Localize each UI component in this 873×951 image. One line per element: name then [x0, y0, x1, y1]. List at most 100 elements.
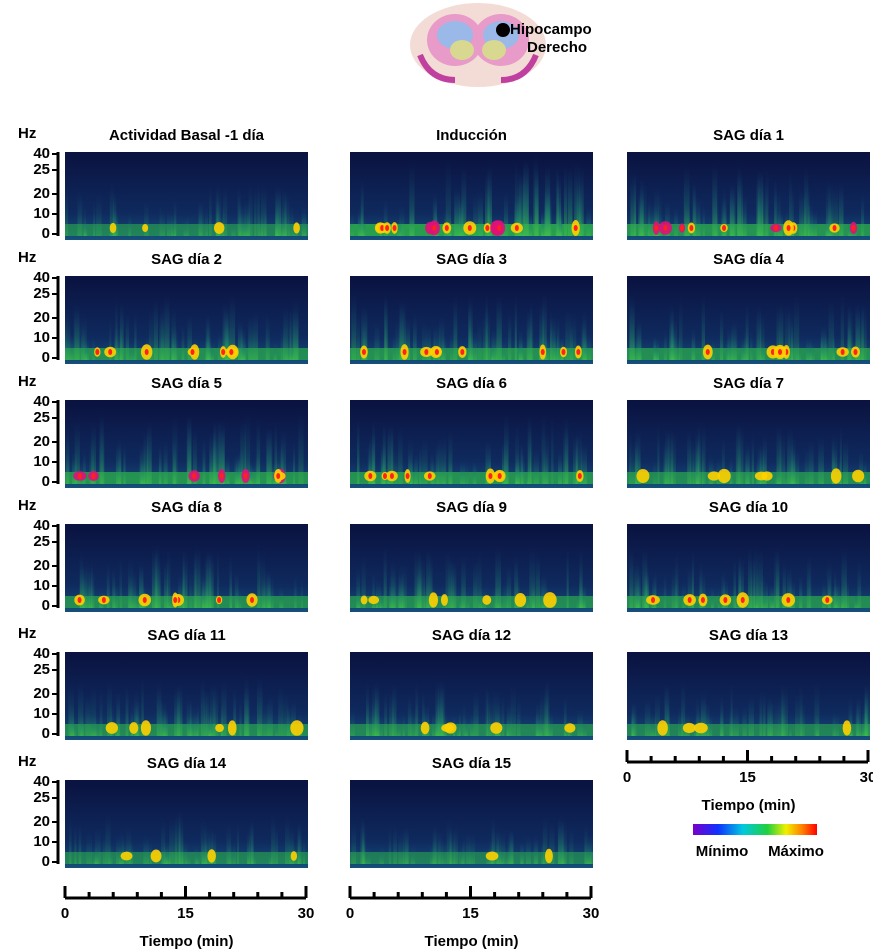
spectrogram-streak — [523, 159, 528, 236]
spectrogram-streak — [91, 559, 93, 608]
spectrogram-hotspot — [485, 225, 489, 231]
spectrogram-hotspot — [192, 473, 196, 479]
spectrogram-hotspot — [368, 596, 379, 604]
spectrogram-streak — [402, 563, 406, 608]
spectrogram-hotspot — [689, 225, 693, 231]
spectrogram-streak — [845, 579, 849, 608]
spectrogram — [65, 152, 308, 240]
spectrogram-streak — [241, 340, 246, 360]
spectrogram-hotspot — [383, 473, 387, 479]
spectrogram-streak — [586, 845, 591, 864]
spectrogram-streak — [478, 588, 482, 608]
spectrogram-streak — [804, 167, 808, 236]
y-unit-label: Hz — [18, 373, 36, 390]
spectrogram-band — [65, 348, 308, 360]
spectrogram-hotspot — [78, 597, 82, 603]
spectrogram-streak — [159, 444, 162, 484]
spectrogram-streak — [541, 840, 545, 864]
spectrogram-streak — [84, 217, 86, 236]
spectrogram-streak — [230, 572, 232, 608]
spectrogram-streak — [778, 696, 781, 736]
spectrogram-streak — [766, 580, 768, 608]
spectrogram-streak — [809, 440, 814, 484]
y-tick-label: 20 — [33, 185, 50, 202]
spectrogram-hotspot — [129, 722, 138, 734]
spectrogram-streak — [162, 210, 165, 236]
spectrogram-hotspot — [78, 473, 82, 479]
spectrogram-hotspot — [488, 473, 492, 479]
spectrogram-streak — [268, 317, 270, 360]
spectrogram-streak — [143, 835, 149, 864]
spectrogram-streak — [384, 546, 387, 608]
spectrogram-streak — [150, 841, 152, 864]
y-unit-label: Hz — [18, 125, 36, 142]
spectrogram-streak — [730, 457, 733, 484]
spectrogram-streak — [519, 330, 522, 360]
spectrogram-streak — [360, 205, 363, 236]
spectrogram-streak — [497, 295, 502, 360]
spectrogram-streak — [843, 439, 848, 484]
x-tick-label: 15 — [462, 905, 479, 922]
spectrogram-streak — [664, 442, 668, 484]
spectrogram-streak — [356, 590, 361, 608]
spectrogram-streak — [582, 582, 586, 608]
spectrogram-streak — [276, 826, 278, 864]
spectrogram-streak — [268, 697, 273, 736]
spectrogram-hotspot — [435, 349, 439, 355]
spectrogram-streak — [730, 185, 736, 236]
spectrogram-streak — [247, 842, 249, 864]
spectrogram-streak — [567, 546, 569, 608]
spectrogram-streak — [774, 698, 778, 736]
spectrogram-streak — [799, 189, 802, 236]
spectrogram-streak — [392, 573, 397, 608]
y-tick-label: 10 — [33, 577, 50, 594]
spectrogram-streak — [357, 418, 359, 484]
spectrogram-streak — [113, 582, 118, 608]
spectrogram-streak — [266, 428, 271, 484]
spectrogram-streak — [393, 825, 397, 864]
y-unit-label: Hz — [18, 625, 36, 642]
y-tick-label: 0 — [42, 725, 50, 742]
spectrogram-hotspot — [110, 223, 117, 233]
spectrogram-streak — [808, 189, 810, 236]
spectrogram-streak — [409, 163, 414, 236]
spectrogram-streak — [557, 316, 560, 360]
spectrogram-streak — [177, 684, 182, 736]
y-tick-label: 40 — [33, 517, 50, 534]
spectrogram-hotspot — [221, 349, 225, 355]
spectrogram-hotspot — [680, 225, 684, 231]
spectrogram-streak — [175, 812, 180, 864]
spectrogram-hotspot — [706, 349, 710, 355]
spectrogram-streak — [169, 817, 174, 864]
y-tick-label: 40 — [33, 145, 50, 162]
y-tick-label: 10 — [33, 205, 50, 222]
spectrogram-streak — [294, 575, 296, 608]
spectrogram-streak — [470, 713, 473, 736]
spectrogram-hotspot — [663, 225, 667, 231]
spectrogram-streak — [791, 322, 794, 360]
spectrogram-streak — [411, 846, 416, 864]
spectrogram-streak — [74, 302, 79, 360]
y-tick-label: 0 — [42, 225, 50, 242]
spectrogram-streak — [278, 685, 283, 736]
spectrogram-hotspot — [688, 597, 692, 603]
spectrogram-streak — [558, 451, 562, 484]
spectrogram-streak — [187, 698, 192, 736]
spectrogram-streak — [515, 295, 517, 360]
spectrogram-streak — [668, 429, 674, 484]
spectrogram-streak — [303, 838, 305, 864]
spectrogram-streak — [285, 817, 289, 864]
spectrogram-hotspot — [701, 597, 705, 603]
spectrogram-streak — [726, 339, 730, 360]
spectrogram-streak — [629, 432, 631, 484]
spectrogram — [65, 524, 308, 612]
spectrogram-streak — [154, 298, 159, 360]
spectrogram-streak — [483, 313, 485, 360]
spectrogram-hotspot — [293, 222, 300, 233]
spectrogram — [350, 400, 593, 488]
spectrogram-streak — [736, 422, 741, 484]
spectrogram-streak — [85, 561, 89, 608]
spectrogram-streak — [203, 439, 206, 484]
spectrogram-streak — [459, 195, 463, 236]
spectrogram-streak — [235, 572, 239, 608]
